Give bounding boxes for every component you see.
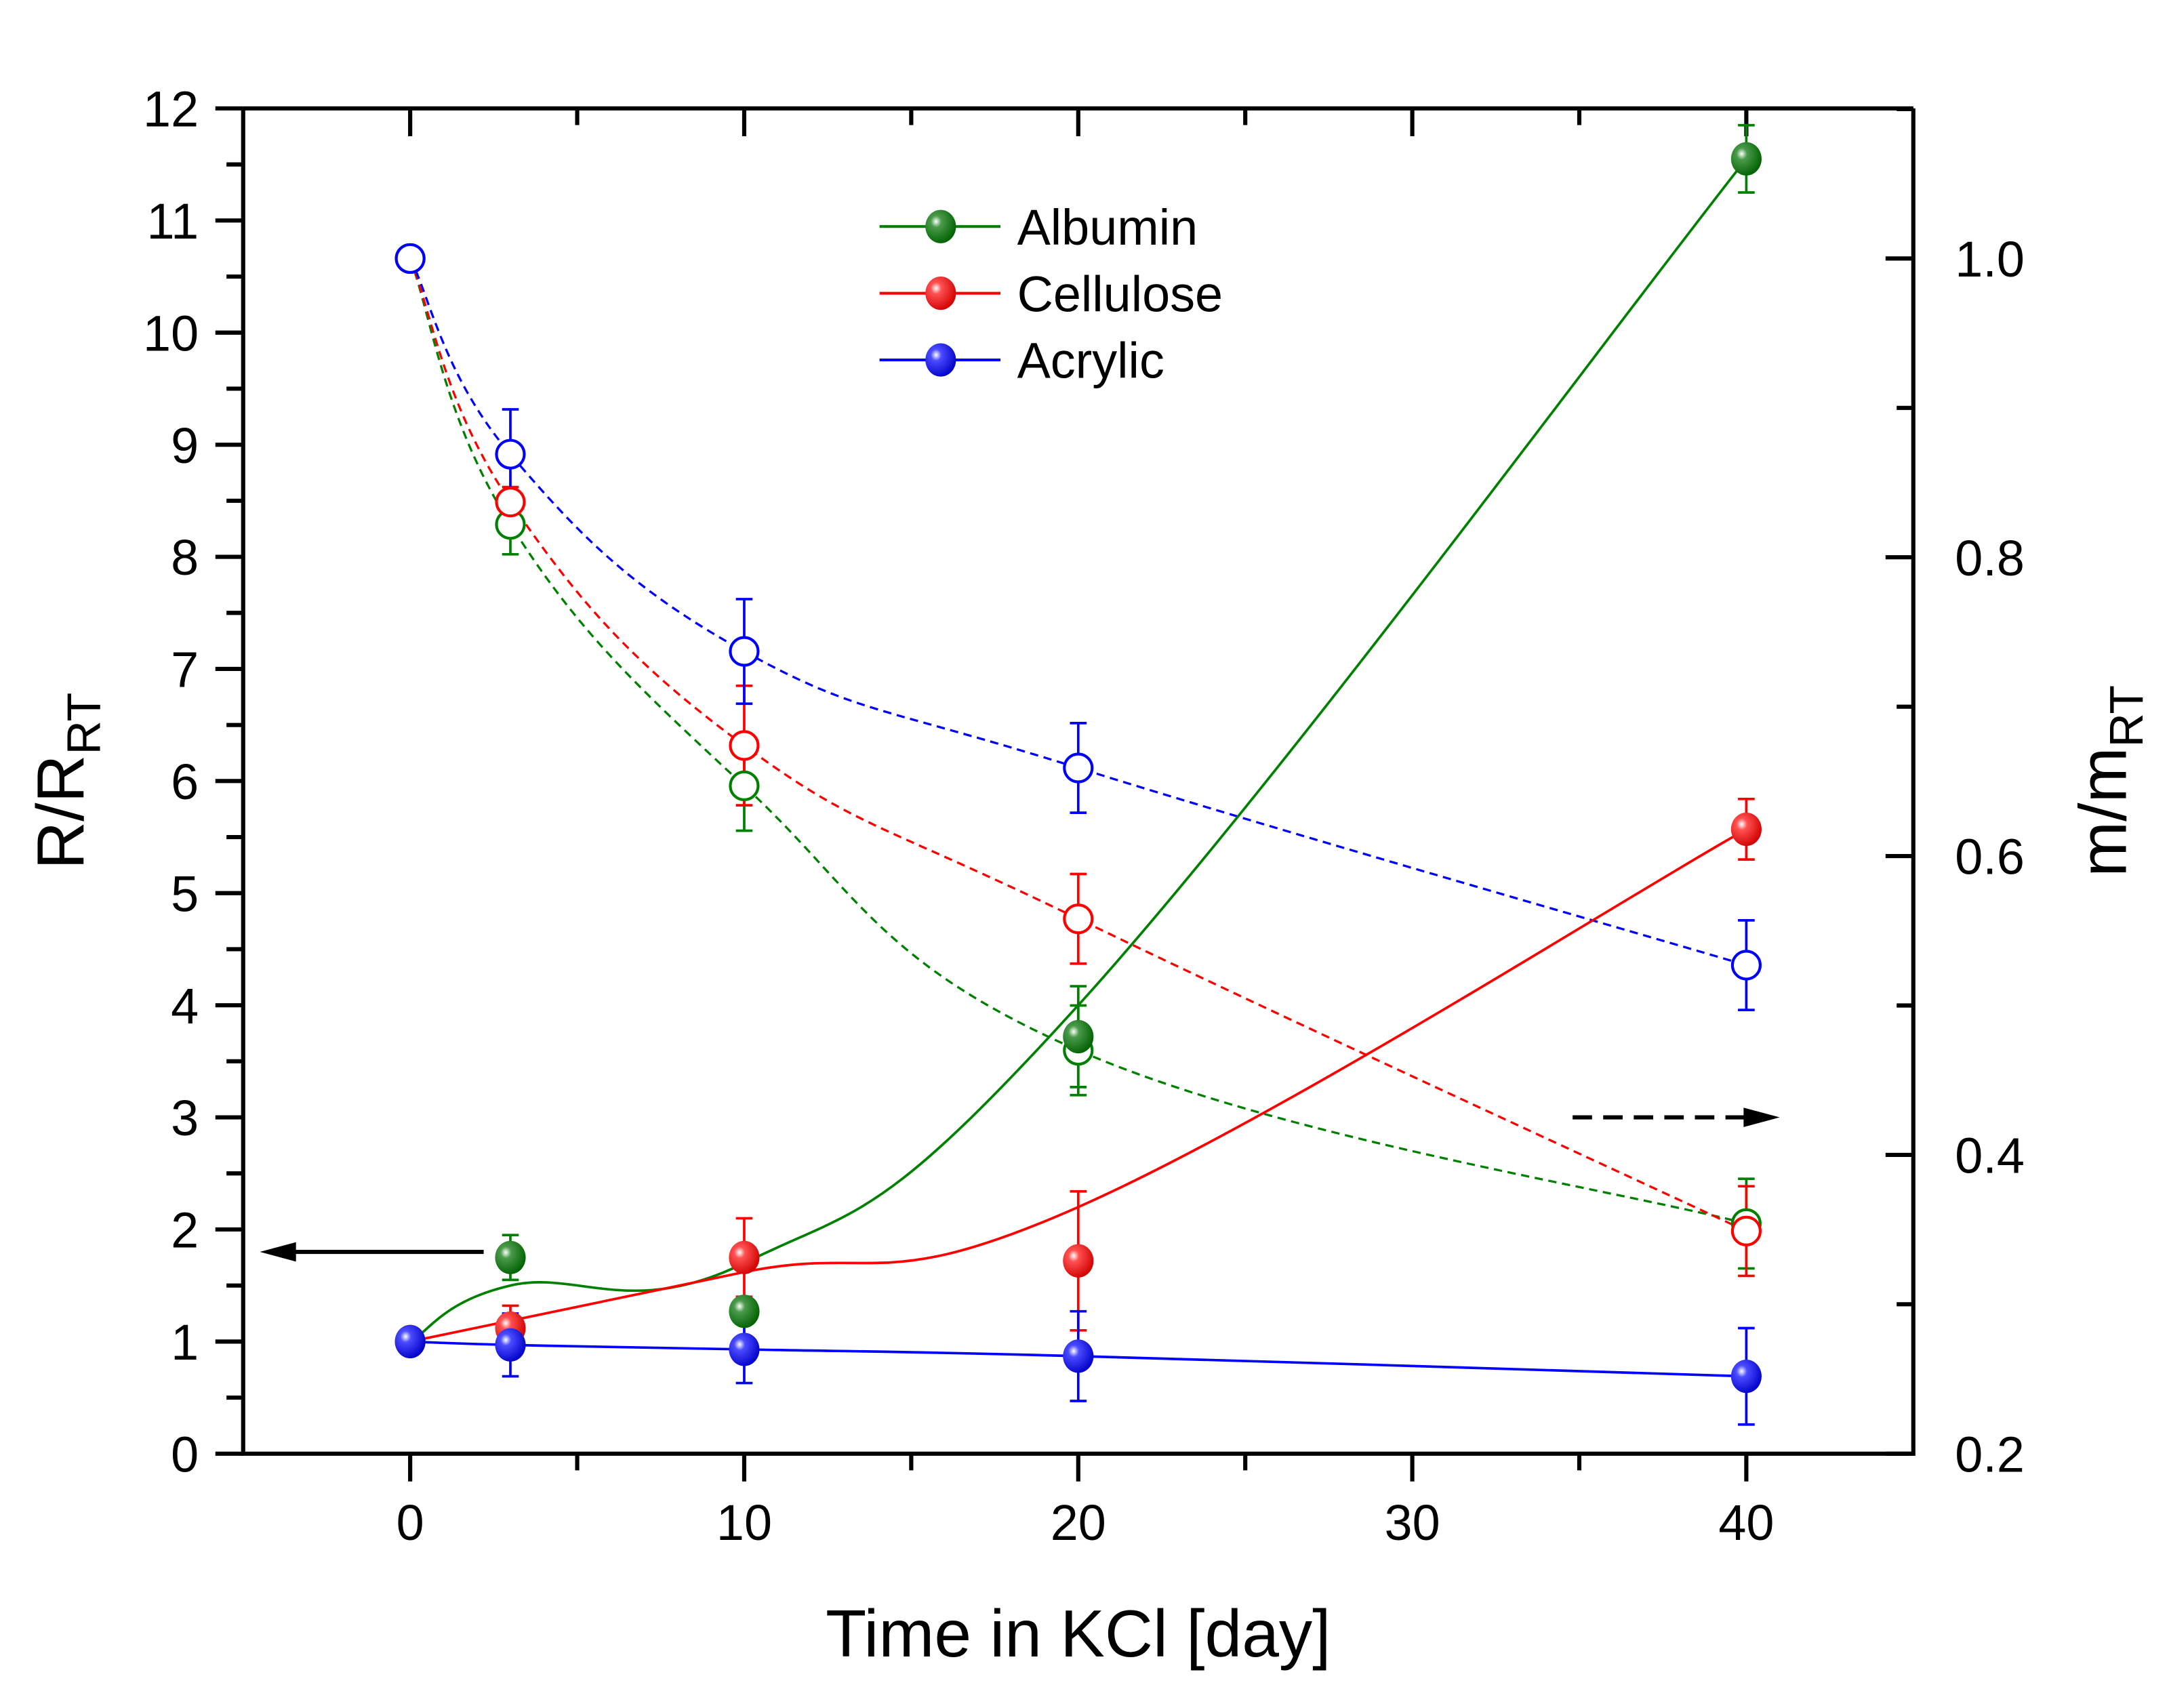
x-tick-label: 0 xyxy=(397,1494,424,1551)
arrow-left-head xyxy=(260,1242,296,1262)
mass-curve-cellulose xyxy=(409,258,1747,1232)
filled-marker-albumin xyxy=(1730,142,1762,176)
filled-marker-cellulose xyxy=(729,1240,760,1274)
filled-marker-acrylic xyxy=(495,1328,526,1362)
y-left-tick-label: 0 xyxy=(171,1426,199,1482)
legend-label-acrylic: Acrylic xyxy=(1017,333,1164,389)
filled-marker-acrylic xyxy=(729,1333,760,1366)
open-marker-acrylic xyxy=(495,439,526,470)
y-left-tick-label: 5 xyxy=(171,866,199,922)
filled-marker-acrylic xyxy=(1063,1339,1094,1373)
filled-marker-albumin xyxy=(1063,1019,1094,1054)
y-left-tick-label: 4 xyxy=(171,978,199,1034)
y-left-tick-label: 12 xyxy=(143,81,199,138)
open-marker-cellulose xyxy=(729,730,760,761)
y-right-axis-title: m/mRT xyxy=(2065,685,2153,877)
y-right-tick-label: 1.0 xyxy=(1955,231,2025,287)
open-marker-cellulose xyxy=(1730,1215,1762,1246)
legend: Albumin Cellulose Acrylic xyxy=(879,199,1223,389)
x-tick-label: 40 xyxy=(1718,1494,1774,1551)
legend-marker-cellulose xyxy=(925,277,956,310)
y-left-tick-label: 6 xyxy=(171,754,199,810)
y-left-tick-label: 3 xyxy=(171,1090,199,1146)
filled-marker-albumin xyxy=(729,1295,760,1328)
open-marker-acrylic xyxy=(1730,950,1762,981)
legend-marker-acrylic xyxy=(925,343,956,377)
x-tick-label: 10 xyxy=(716,1494,772,1551)
y-right-tick-label: 0.8 xyxy=(1955,530,2025,586)
filled-marker-acrylic xyxy=(1730,1360,1762,1394)
plot-frame xyxy=(215,106,1915,1482)
x-axis-title: Time in KCl [day] xyxy=(826,1596,1331,1671)
open-marker-acrylic xyxy=(729,636,760,667)
arrow-right-head xyxy=(1743,1107,1780,1127)
x-tick-label: 20 xyxy=(1051,1494,1106,1551)
open-marker-acrylic xyxy=(1063,752,1094,784)
y-left-tick-label: 11 xyxy=(147,193,199,249)
y-left-tick-label: 7 xyxy=(171,642,199,698)
legend-marker-albumin xyxy=(925,209,956,243)
filled-marker-acrylic xyxy=(394,1324,426,1358)
filled-marker-cellulose xyxy=(1063,1244,1094,1278)
legend-label-albumin: Albumin xyxy=(1017,199,1198,256)
y-left-axis-title: R/RRT xyxy=(23,693,110,870)
x-tick-label: 30 xyxy=(1385,1494,1440,1551)
filled-marker-albumin xyxy=(495,1240,526,1274)
resistance-curve-albumin xyxy=(409,158,1747,1343)
mass-curve-albumin xyxy=(409,258,1747,1225)
open-marker-acrylic xyxy=(394,243,426,274)
y-left-tick-label: 2 xyxy=(171,1202,199,1259)
y-right-tick-label: 0.2 xyxy=(1955,1426,2025,1482)
data-markers xyxy=(394,142,1762,1394)
y-right-tick-label: 0.4 xyxy=(1955,1128,2025,1184)
y-left-tick-label: 10 xyxy=(143,305,199,361)
y-left-tick-label: 9 xyxy=(171,418,199,474)
open-marker-albumin xyxy=(729,770,760,802)
open-marker-cellulose xyxy=(495,487,526,518)
resistance-curve-cellulose xyxy=(409,828,1747,1343)
y-left-tick-label: 1 xyxy=(171,1314,199,1370)
mass-curve-acrylic xyxy=(409,258,1747,967)
filled-marker-cellulose xyxy=(1730,812,1762,847)
open-marker-cellulose xyxy=(1063,903,1094,935)
legend-label-cellulose: Cellulose xyxy=(1017,266,1223,322)
y-right-tick-label: 0.6 xyxy=(1955,829,2025,885)
y-left-tick-label: 8 xyxy=(171,529,199,586)
axis-arrows xyxy=(260,1107,1780,1262)
